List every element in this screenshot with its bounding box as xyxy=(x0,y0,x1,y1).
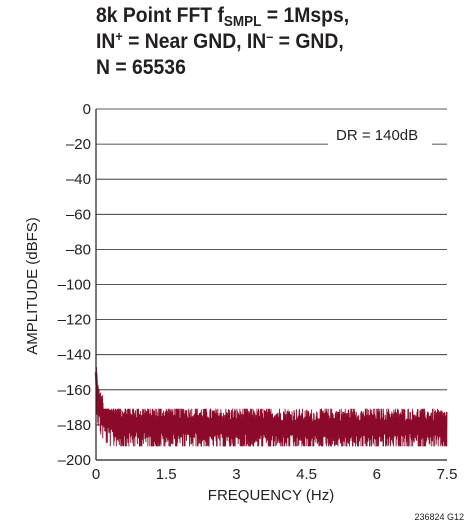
x-tick-labels: 0 1.5 3 4.5 6 7.5 xyxy=(92,466,458,483)
x-tick-label: 6 xyxy=(373,466,381,483)
x-tick-label: 0 xyxy=(92,466,100,483)
y-tick-label: –180 xyxy=(58,417,91,434)
y-tick-label: –140 xyxy=(58,347,91,364)
y-tick-label: –200 xyxy=(58,452,91,469)
x-tick-label: 7.5 xyxy=(437,466,458,483)
figure-code: 236824 G12 xyxy=(414,512,464,522)
y-axis-label: AMPLITUDE (dBFS) xyxy=(24,217,41,355)
y-tick-label: –60 xyxy=(66,206,91,223)
y-tick-label: –100 xyxy=(58,277,91,294)
x-tick-label: 3 xyxy=(232,466,240,483)
series-group xyxy=(94,357,448,447)
x-tick-label: 1.5 xyxy=(156,466,177,483)
grid-lines xyxy=(96,143,447,426)
x-axis-label: FREQUENCY (Hz) xyxy=(208,487,334,504)
dr-annotation: DR = 140dB xyxy=(336,127,418,144)
plot-frame xyxy=(95,108,447,461)
y-tick-label: –120 xyxy=(58,312,91,329)
y-tick-label: –20 xyxy=(66,136,91,153)
noise-floor-line xyxy=(94,372,448,430)
annotation-background xyxy=(328,122,432,146)
title-line-3: N = 65536 xyxy=(96,55,186,79)
chart-title: 8k Point FFT fSMPL = 1Msps, IN+ = Near G… xyxy=(96,2,429,80)
y-tick-label: –80 xyxy=(66,241,91,258)
title-line-1: 8k Point FFT fSMPL = 1Msps, xyxy=(96,3,350,30)
y-tick-label: 0 xyxy=(83,101,91,118)
fft-series-line xyxy=(95,357,448,447)
title-line-2: IN+ = Near GND, IN– = GND, xyxy=(96,28,344,53)
x-tick-label: 4.5 xyxy=(296,466,317,483)
y-tick-label: –40 xyxy=(66,171,91,188)
y-tick-labels: 0 –20 –40 –60 –80 –100 –120 –140 –160 –180 –200 xyxy=(58,101,91,469)
y-tick-label: –160 xyxy=(58,382,91,399)
